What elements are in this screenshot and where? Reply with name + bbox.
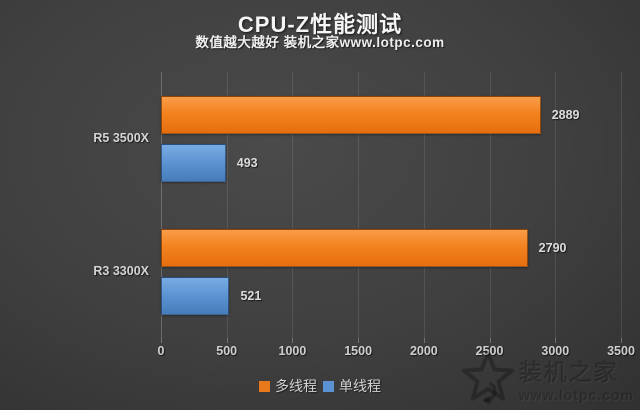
legend-item-多线程: 多线程 bbox=[259, 376, 317, 396]
tick-mark bbox=[621, 338, 622, 343]
x-tick-label: 3500 bbox=[607, 344, 635, 358]
gridline bbox=[489, 72, 491, 338]
x-tick-label: 500 bbox=[216, 344, 238, 358]
tick-mark bbox=[358, 338, 360, 343]
value-label: 493 bbox=[236, 155, 258, 170]
tick-mark bbox=[423, 338, 425, 343]
gridline bbox=[621, 72, 622, 338]
x-tick-label: 1500 bbox=[344, 344, 373, 358]
x-tick-label: 3000 bbox=[541, 344, 570, 358]
gridline bbox=[423, 72, 425, 338]
legend-label: 多线程 bbox=[275, 378, 317, 394]
x-tick-label: 2500 bbox=[475, 344, 504, 358]
x-tick-label: 2000 bbox=[409, 344, 438, 358]
legend-label: 单线程 bbox=[339, 378, 381, 394]
tick-mark bbox=[161, 338, 162, 343]
chart-subtitle: 数值越大越好 装机之家www.lotpc.com bbox=[195, 35, 445, 50]
category-label: R5 3500X bbox=[93, 130, 149, 145]
category-label: R3 3300X bbox=[93, 263, 149, 278]
tick-mark bbox=[226, 338, 228, 343]
gridline bbox=[292, 72, 294, 338]
value-label: 2889 bbox=[551, 107, 580, 122]
bar-多线程-R5 3500X bbox=[161, 95, 541, 134]
value-label: 521 bbox=[240, 288, 262, 303]
x-tick-label: 1000 bbox=[278, 344, 307, 358]
bar-单线程-R3 3300X bbox=[161, 276, 230, 315]
value-label: 2790 bbox=[538, 240, 567, 255]
legend-item-单线程: 单线程 bbox=[323, 376, 381, 396]
legend-swatch-icon bbox=[323, 380, 334, 392]
gridline bbox=[161, 72, 162, 338]
bar-多线程-R3 3300X bbox=[161, 228, 528, 267]
gridline bbox=[555, 72, 557, 338]
plot-area: 2889 493 2790 521 bbox=[161, 72, 622, 343]
legend: 多线程 单线程 bbox=[0, 376, 640, 396]
tick-mark bbox=[292, 338, 294, 343]
tick-mark bbox=[489, 338, 491, 343]
gridline bbox=[358, 72, 360, 338]
chart-title: CPU-Z性能测试 bbox=[237, 12, 403, 37]
legend-swatch-icon bbox=[259, 380, 270, 392]
x-tick-label: 0 bbox=[157, 344, 165, 358]
gridline bbox=[226, 72, 228, 338]
tick-mark bbox=[555, 338, 557, 343]
bar-单线程-R5 3500X bbox=[161, 143, 226, 182]
